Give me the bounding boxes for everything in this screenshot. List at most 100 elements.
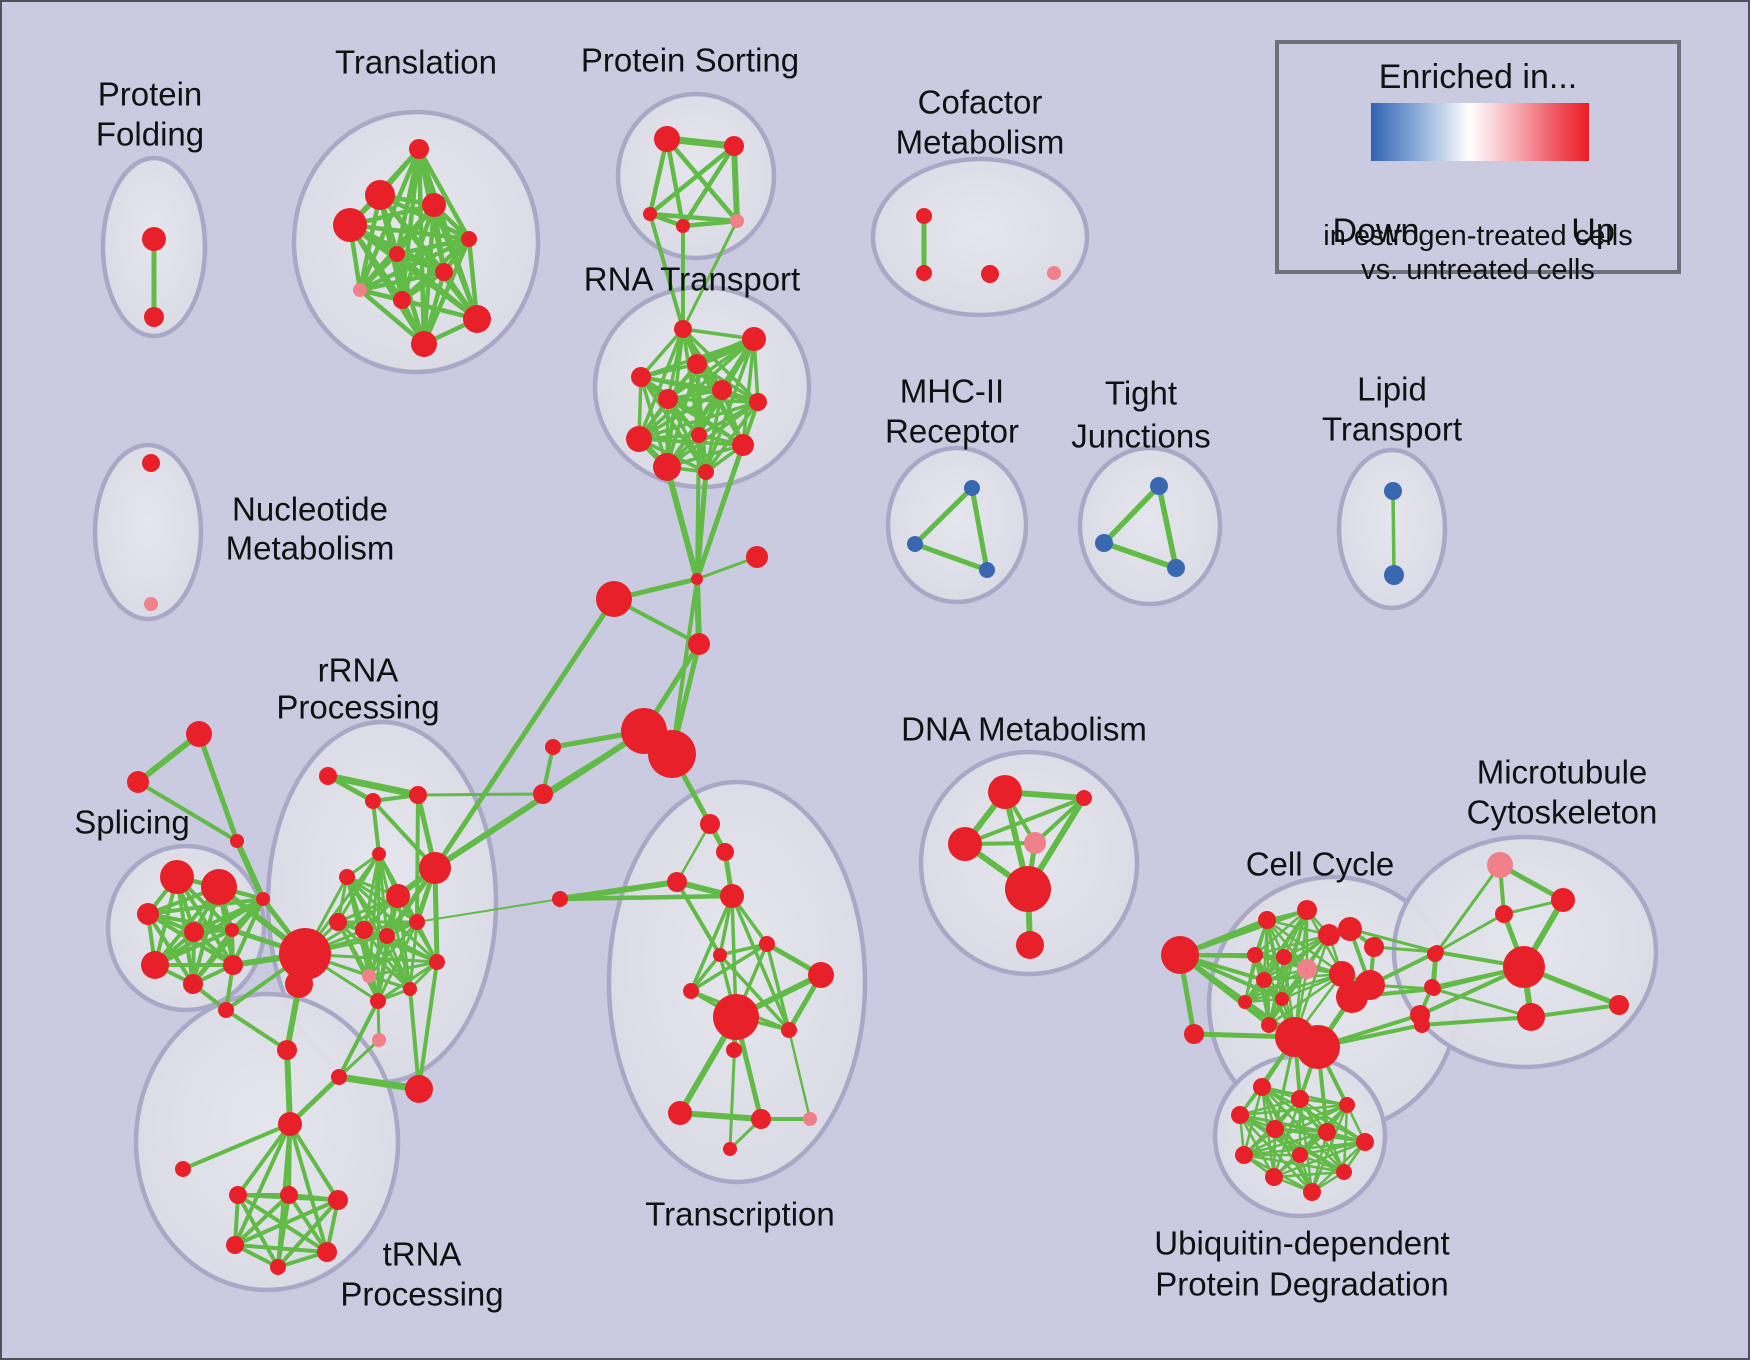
- node-p1: [654, 126, 680, 152]
- edge-tj1-tj2: [1101, 483, 1162, 546]
- node-g3: [230, 834, 244, 848]
- node-t10: [463, 305, 491, 333]
- cluster-label-transcription: Transcription: [645, 1196, 835, 1233]
- node-lp2: [1384, 565, 1404, 585]
- legend-gradient-bar: [1371, 103, 1589, 161]
- edge-mp-mj1: [1435, 863, 1502, 954]
- node-c3: [981, 265, 999, 283]
- edge-cc2-cc5: [1253, 908, 1309, 957]
- node-thub: [278, 1112, 302, 1136]
- node-t2: [365, 180, 395, 210]
- node-r13: [370, 993, 386, 1009]
- node-rt5: [658, 389, 678, 409]
- node-p2: [724, 136, 744, 156]
- cluster-ellipse-mhc-ii-receptor: [885, 445, 1029, 605]
- edge-p1-p5: [664, 136, 740, 224]
- edge-ccp-cc12: [1243, 967, 1309, 1004]
- node-s7: [183, 974, 203, 994]
- node-g1: [186, 721, 212, 747]
- cluster-ellipse-tight-junctions: [1077, 445, 1223, 607]
- edge-cc9-mj1: [1372, 945, 1439, 954]
- cluster-label-mhc-ii-receptor: MHC-II Receptor: [885, 373, 1019, 450]
- node-cc10: [1256, 972, 1272, 988]
- node-hub2: [648, 730, 696, 778]
- node-tx12: [751, 1109, 771, 1129]
- node-txhub: [713, 994, 759, 1040]
- edge-d2-dp: [1033, 796, 1086, 845]
- edge-mj2-m3: [1432, 987, 1533, 1019]
- node-r8: [355, 921, 373, 939]
- node-rt11: [653, 453, 681, 481]
- node-cc14: [1184, 1024, 1204, 1044]
- node-tp1: [372, 1033, 386, 1047]
- node-r2: [365, 793, 381, 809]
- legend-down-label: Down: [1332, 212, 1420, 250]
- node-tx1: [700, 814, 720, 834]
- edge-rt9-j: [695, 433, 701, 581]
- edge-cc7-cc12: [1243, 972, 1344, 1004]
- edge-cc4-mj1: [1348, 927, 1439, 954]
- node-lp1: [1384, 482, 1402, 500]
- edge-u3-u4: [1238, 1103, 1349, 1117]
- node-rt9: [691, 427, 707, 443]
- edge-tx5-tx6: [718, 942, 769, 957]
- cluster-ellipse-nucleotide-metabolism: [92, 442, 204, 622]
- node-s10: [218, 1002, 234, 1018]
- node-cc13: [1261, 1017, 1277, 1033]
- network-nodes: [127, 126, 1629, 1275]
- cluster-label-rna-transport: RNA Transport: [584, 261, 800, 298]
- edge-tj2-tj3: [1101, 540, 1179, 571]
- node-iso: [746, 546, 768, 568]
- node-cc16: [1336, 981, 1368, 1013]
- node-pf2: [144, 307, 164, 327]
- node-u3: [1339, 1097, 1355, 1113]
- edge-r1-r3: [324, 772, 422, 799]
- edge-tn1-r13: [337, 999, 380, 1079]
- edge-r10-tsm: [416, 898, 561, 923]
- node-cc11: [1275, 992, 1289, 1006]
- edge-g2-g3: [136, 780, 239, 843]
- node-mh3: [979, 562, 995, 578]
- edge-s1-s8: [175, 875, 235, 967]
- edge-th4-th5: [233, 1243, 329, 1254]
- node-mbig: [1503, 946, 1545, 988]
- node-mj3: [1414, 1017, 1430, 1033]
- edge-thub-th3: [288, 1122, 340, 1202]
- edge-mj1-m2: [1435, 912, 1506, 954]
- node-ccg2: [1296, 1025, 1340, 1069]
- node-pf1: [142, 227, 166, 251]
- node-u8: [1235, 1146, 1253, 1164]
- node-c2: [916, 265, 932, 281]
- edge-rt1-rt7: [681, 327, 760, 404]
- node-rt8: [626, 426, 652, 452]
- edge-p5-rt1: [681, 219, 739, 331]
- edge-s10-tn0: [224, 1008, 289, 1052]
- node-mp: [1487, 852, 1513, 878]
- node-r11: [429, 954, 445, 970]
- legend-title: Enriched in...: [1378, 58, 1578, 96]
- cluster-label-lipid-transport: Lipid Transport: [1322, 371, 1462, 448]
- edge-tsm-tx3: [557, 879, 680, 902]
- edge-u4-u10: [1238, 1113, 1276, 1179]
- node-t1: [409, 139, 429, 159]
- node-r12: [403, 982, 417, 996]
- edge-thub-th4: [233, 1122, 292, 1247]
- cluster-ellipse-trna-processing: [133, 991, 401, 1293]
- edge-th2-th4: [233, 1193, 291, 1247]
- node-txp: [803, 1112, 817, 1126]
- edge-u7-u9: [1298, 1140, 1367, 1157]
- node-c1: [916, 208, 932, 224]
- node-d2: [1076, 790, 1092, 806]
- edge-r7-r12: [336, 920, 412, 991]
- edge-r11-r13: [376, 960, 439, 1003]
- cluster-label-cofactor-metabolism: Cofactor Metabolism: [896, 84, 1065, 161]
- node-r7: [329, 913, 347, 931]
- edge-u10-u11: [1272, 1170, 1346, 1179]
- edge-t1-t5: [416, 146, 472, 242]
- edge-th2-th5: [287, 1193, 329, 1254]
- node-r10: [409, 914, 425, 930]
- node-cn1: [596, 581, 632, 617]
- cluster-label-dna-metabolism: DNA Metabolism: [901, 711, 1147, 748]
